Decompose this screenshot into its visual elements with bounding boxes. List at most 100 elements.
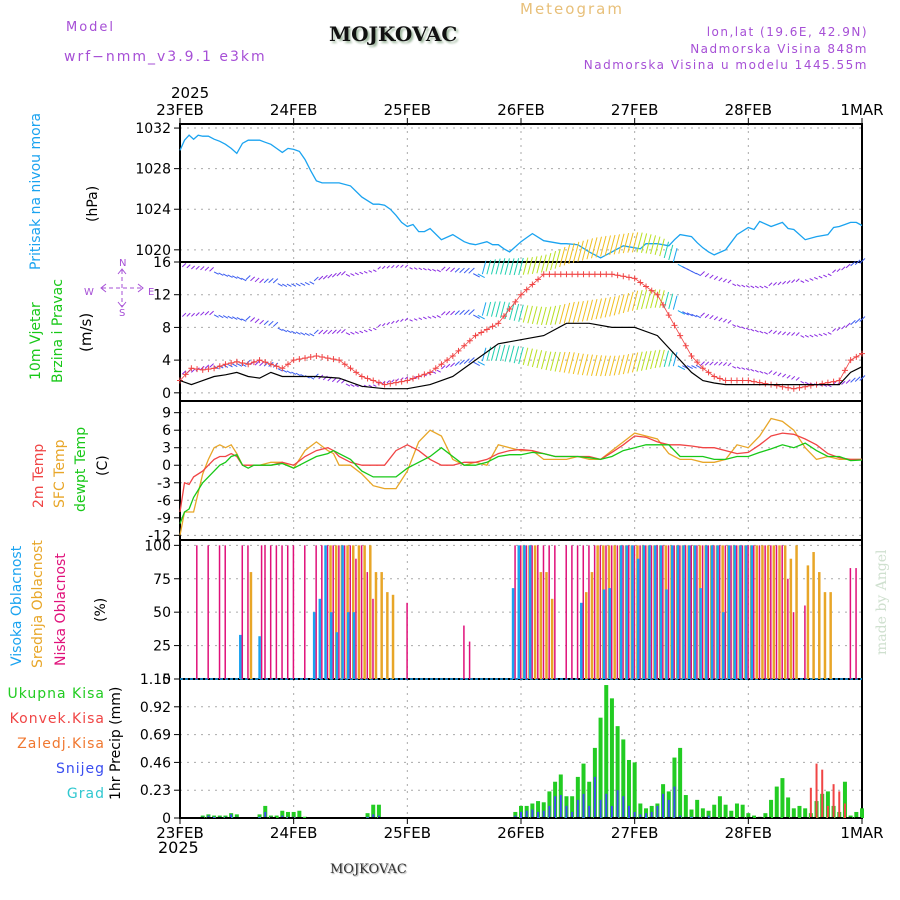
cloud-mid-bar (613, 545, 616, 679)
cloud-high-bar (727, 545, 731, 679)
wind-barb (309, 333, 315, 337)
wind-barb (282, 328, 288, 333)
precip-total-bar (285, 811, 290, 818)
wind-barb (418, 317, 423, 321)
wind-barb (336, 378, 342, 383)
wind-barb (481, 302, 487, 316)
wind-barb (345, 273, 351, 277)
cloud-low-bar (684, 545, 687, 679)
cloud-low-bar (599, 545, 602, 679)
wind-barb (741, 284, 746, 288)
y-tick-label: -6 (157, 493, 171, 509)
wind-barb (463, 267, 470, 274)
x-tick-label-top: 27FEB (611, 101, 658, 119)
wind-barb (759, 285, 764, 289)
wind-barb (700, 312, 705, 317)
wind-barb (473, 361, 480, 366)
wind-barb (750, 328, 755, 332)
cloud-low-bar (554, 545, 556, 679)
precip-convective-bar (826, 805, 829, 818)
wind-barb (181, 370, 187, 375)
precip-snow-bar (565, 805, 568, 818)
x-tick-label-bottom: 25FEB (384, 824, 431, 842)
wind-barb (709, 274, 714, 279)
wind-barb (222, 315, 229, 319)
wind-barb (509, 345, 515, 363)
cloud-low-bar (718, 545, 721, 679)
wind-barb (359, 271, 364, 275)
precip-convective-bar (815, 763, 818, 818)
precip-total-bar (848, 815, 853, 818)
wind-barb (550, 351, 557, 371)
wind-barb (577, 353, 584, 375)
wind-barb (427, 316, 432, 319)
cloud-low-bar (667, 545, 670, 679)
wind-barb (727, 362, 732, 367)
cloud-high-bar (716, 545, 719, 679)
precip-snow-bar (627, 805, 630, 818)
wind-barb (545, 306, 552, 326)
precip-total-bar (604, 685, 609, 818)
cloud-low-bar (639, 545, 641, 679)
wind-barb (295, 331, 301, 335)
wind-barb (695, 364, 701, 369)
wind-barb (391, 379, 395, 383)
wind-barb (377, 266, 381, 270)
precip-snow-bar (599, 799, 602, 818)
y-tick-label: 0.92 (140, 700, 171, 716)
wind-barb (768, 329, 773, 334)
cloud-high-bar (312, 612, 316, 679)
cloud-low-bar (281, 545, 283, 679)
wind-barb (477, 273, 485, 279)
wind-barb (222, 273, 229, 277)
cloud-low-bar (627, 545, 630, 679)
cloud-mid-bar (533, 545, 537, 679)
wind-barb (581, 300, 589, 322)
credit-label: made by Angel (874, 549, 890, 656)
wind-barb (282, 369, 288, 373)
wind-barb (595, 298, 602, 320)
wind-barb (277, 368, 283, 372)
x-tick-label-top: 24FEB (270, 101, 317, 119)
wind-barb (195, 265, 200, 270)
wind-barb (404, 376, 409, 380)
precip-snow-bar (230, 814, 233, 818)
wind-barb (722, 278, 727, 283)
cloud-low-bar (241, 545, 244, 679)
cloud-low-bar (707, 545, 710, 679)
wind-barb (613, 355, 620, 376)
wind-barb (772, 330, 777, 335)
y-tick-label: 50 (153, 605, 171, 621)
wind-barb (777, 281, 782, 286)
cloud-low-bar (207, 545, 209, 679)
wind-barb (522, 347, 529, 366)
wind-barb (845, 263, 851, 269)
wind-barb (454, 310, 460, 316)
wind-barb (618, 233, 625, 254)
wind-barb (704, 313, 710, 319)
cloud-low-bar (275, 545, 278, 679)
cloud-low-bar (622, 545, 624, 679)
x-tick-label-top: 28FEB (725, 101, 772, 119)
cloud-high-bar (329, 612, 333, 679)
wind-barb (668, 293, 674, 310)
y-tick-label: 0.46 (140, 755, 171, 771)
cloud-low-bar (787, 578, 789, 679)
wind-barb (700, 271, 705, 276)
cloud-high-bar (580, 602, 583, 679)
cloud-low-bar (645, 545, 647, 679)
precip-total-bar (575, 776, 580, 818)
wind-barb (445, 266, 451, 272)
wind-barb (572, 353, 580, 375)
x-tick-label-top: 25FEB (384, 101, 431, 119)
precip-total-bar (695, 799, 700, 818)
precip-convective-bar (821, 769, 824, 818)
precip-total-bar (769, 799, 774, 818)
cloud-low-bar (724, 545, 727, 679)
panel-wind: 0 4 8 12 16 (153, 255, 863, 402)
cloud-mid-bar (778, 545, 781, 679)
precip-convective-bar (838, 791, 841, 818)
precip-total-bar (860, 808, 864, 818)
lonlat-label: lon,lat (19.6E, 42.9N) (706, 25, 868, 39)
precip-snow-bar (554, 796, 557, 818)
